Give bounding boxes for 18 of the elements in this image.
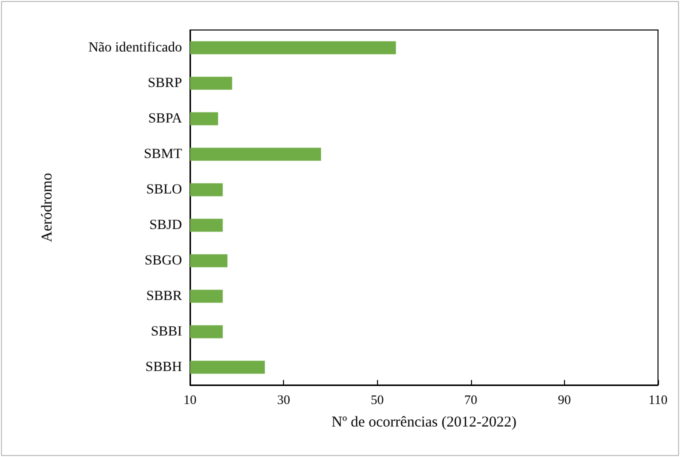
y-tick-label: SBBR — [146, 288, 183, 304]
y-tick-label: SBBI — [150, 324, 182, 340]
x-tick-label: 10 — [184, 392, 196, 407]
y-tick-label: SBGO — [144, 253, 182, 268]
y-tick-label: SBPA — [148, 111, 183, 126]
x-tick-label: 70 — [464, 392, 478, 407]
x-tick-label: 110 — [648, 392, 668, 407]
y-axis-title: Aeródromo — [40, 172, 56, 242]
x-tick-label: 50 — [370, 392, 384, 407]
y-tick-label: SBBH — [145, 360, 182, 375]
x-axis-title: Nº de ocorrências (2012-2022) — [331, 414, 517, 430]
y-tick-label: SBJD — [149, 218, 182, 233]
x-tick-label: 90 — [558, 392, 571, 407]
y-tick-label: SBMT — [144, 146, 182, 162]
y-tick-label: Não identificado — [88, 40, 182, 56]
y-tick-label: SBLO — [146, 182, 182, 198]
x-tick-label: 30 — [277, 392, 290, 407]
y-tick-label: SBRP — [148, 76, 182, 91]
